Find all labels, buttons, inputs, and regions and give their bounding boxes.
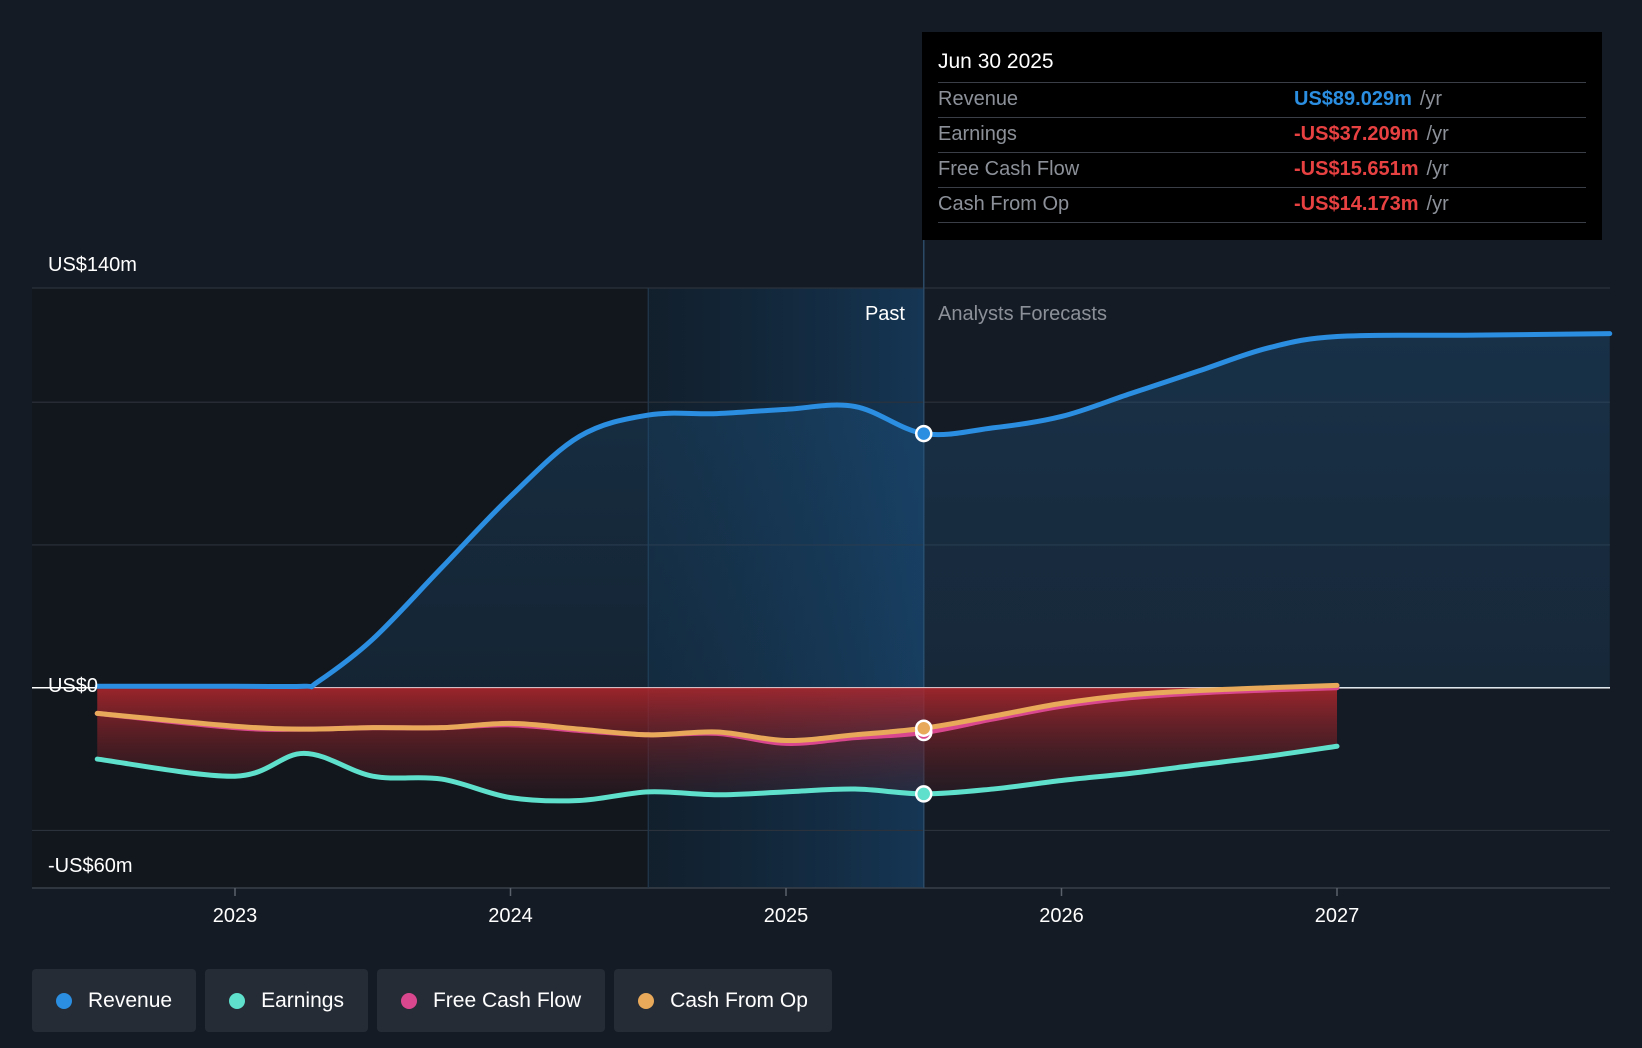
tooltip-value: -US$14.173m — [1294, 193, 1419, 215]
tooltip: Jun 30 2025 Revenue US$89.029m /yr Earni… — [922, 32, 1602, 240]
legend-item-revenue[interactable]: Revenue — [32, 969, 197, 1032]
highlight-dot-cash-from-op — [915, 719, 933, 737]
tooltip-row-revenue: Revenue US$89.029m /yr — [938, 83, 1586, 118]
y-label-top: US$140m — [48, 254, 137, 276]
legend-dot-icon — [400, 992, 417, 1009]
tooltip-value: -US$15.651m — [1294, 158, 1419, 180]
highlight-dot-earnings — [915, 785, 933, 803]
tooltip-value: US$89.029m — [1294, 88, 1412, 110]
revenue-area — [97, 333, 1610, 688]
tooltip-unit: /yr — [1426, 193, 1449, 215]
legend-label: Free Cash Flow — [432, 988, 582, 1012]
past-label: Past — [865, 303, 905, 325]
x-tick-label: 2026 — [1039, 905, 1084, 927]
tooltip-label: Earnings — [938, 123, 1017, 145]
tooltip-date: Jun 30 2025 — [938, 46, 1586, 83]
legend-item-earnings[interactable]: Earnings — [205, 969, 368, 1032]
highlight-dot-revenue — [915, 424, 933, 443]
x-tick-label: 2024 — [488, 905, 533, 927]
tooltip-label: Revenue — [938, 88, 1019, 110]
x-tick-label: 2027 — [1315, 905, 1360, 927]
legend-label: Cash From Op — [670, 988, 808, 1012]
legend: Revenue Earnings Free Cash Flow Cash Fro… — [32, 969, 832, 1032]
series-line-cash-from-op — [94, 682, 1340, 744]
tooltip-label: Free Cash Flow — [938, 158, 1080, 180]
legend-item-free-cash-flow[interactable]: Free Cash Flow — [376, 969, 606, 1032]
x-tick-label: 2025 — [764, 905, 809, 927]
forecast-label: Analysts Forecasts — [938, 303, 1107, 325]
loss-area — [97, 687, 1337, 801]
tooltip-label: Cash From Op — [938, 193, 1070, 215]
series-line-earnings — [94, 743, 1340, 804]
legend-dot-icon — [56, 992, 72, 1009]
legend-label: Revenue — [88, 988, 173, 1012]
y-label-zero: US$0 — [48, 675, 98, 697]
tooltip-row-cash-from-op: Cash From Op -US$14.173m /yr — [938, 188, 1586, 223]
tooltip-unit: /yr — [1426, 158, 1449, 180]
tooltip-unit: /yr — [1426, 123, 1449, 145]
tooltip-unit: /yr — [1419, 88, 1443, 110]
legend-item-cash-from-op[interactable]: Cash From Op — [614, 969, 832, 1032]
tooltip-value: -US$37.209m — [1294, 123, 1419, 145]
legend-label: Earnings — [261, 988, 344, 1012]
x-tick-label: 2023 — [213, 905, 258, 927]
tooltip-row-free-cash-flow: Free Cash Flow -US$15.651m /yr — [938, 153, 1586, 188]
legend-dot-icon — [229, 992, 246, 1009]
tooltip-row-earnings: Earnings -US$37.209m /yr — [938, 118, 1586, 153]
y-label-bottom: -US$60m — [48, 855, 132, 877]
legend-dot-icon — [638, 992, 655, 1009]
series-line-revenue — [94, 331, 1613, 690]
